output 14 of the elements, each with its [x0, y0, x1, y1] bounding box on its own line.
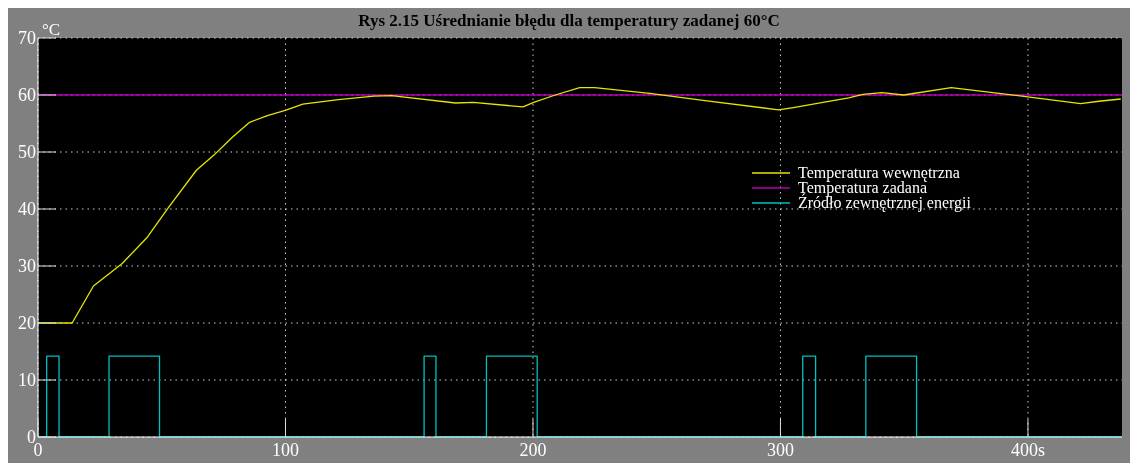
x-tick-label: 400s [1010, 440, 1045, 460]
y-tick-label: 20 [18, 313, 36, 333]
y-tick-label: 60 [18, 85, 36, 105]
x-tick-label: 200 [519, 440, 547, 460]
chart-title: Rys 2.15 Uśrednianie błędu dla temperatury zadanej 60°C [358, 11, 780, 30]
y-tick-label: 50 [18, 142, 36, 162]
y-tick-label: 70 [18, 28, 36, 48]
y-tick-label: 40 [18, 199, 36, 219]
legend-label: Temperatura wewnętrzna [798, 164, 960, 182]
y-axis-title: °C [42, 20, 61, 39]
x-tick-label: 300 [766, 440, 794, 460]
y-tick-label: 30 [18, 256, 36, 276]
y-tick-label: 10 [18, 370, 36, 390]
x-tick-label: 100 [271, 440, 299, 460]
